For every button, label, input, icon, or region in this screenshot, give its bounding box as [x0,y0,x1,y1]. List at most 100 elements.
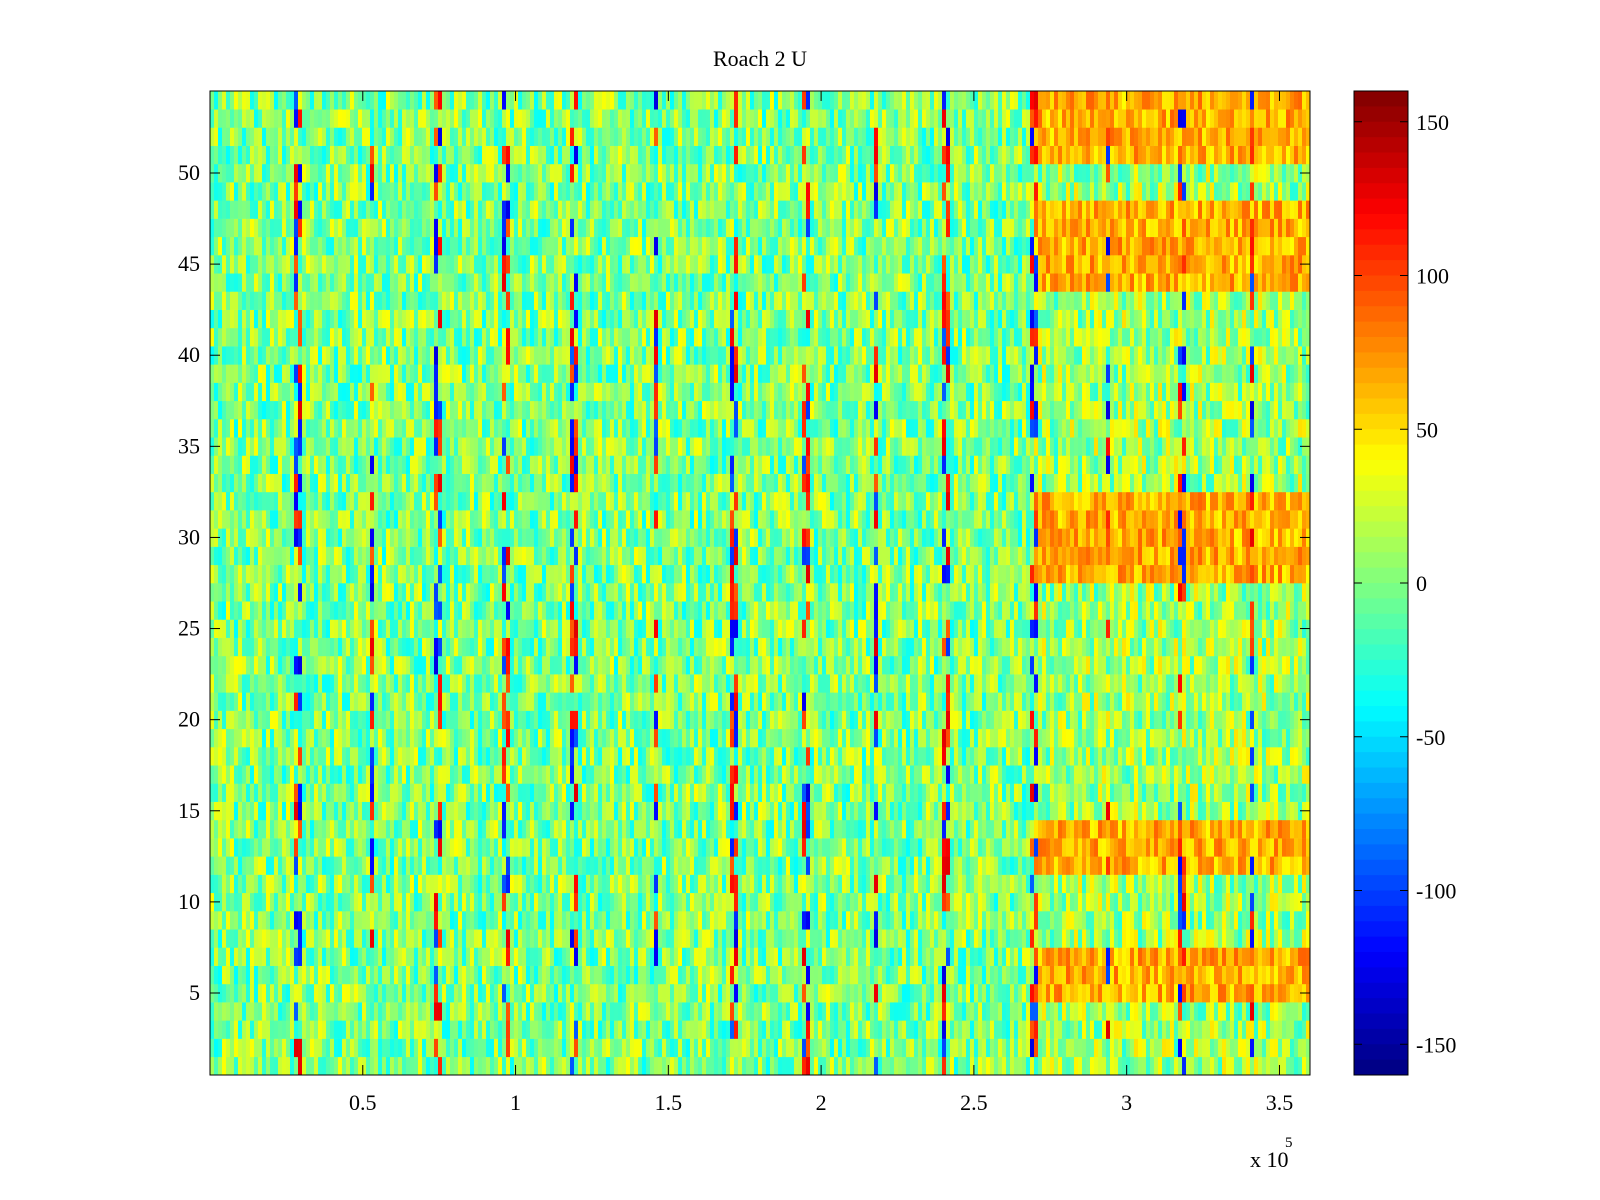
heatmap-cell [246,929,251,948]
heatmap-cell [714,983,719,1003]
heatmap-cell [1018,874,1023,894]
heatmap-cell [1002,947,1007,966]
heatmap-cell [466,801,471,821]
heatmap-cell [454,819,459,839]
heatmap-cell [878,765,883,784]
heatmap-cell [274,1038,279,1058]
heatmap-cell [302,838,307,857]
heatmap-cell [402,1002,407,1021]
heatmap-cell [1158,801,1163,821]
heatmap-cell [1114,874,1119,894]
heatmap-cell [626,747,631,766]
heatmap-cell [790,747,795,766]
heatmap-cell [306,929,311,948]
heatmap-cell [518,965,523,985]
heatmap-cell [350,1056,355,1076]
heatmap-cell [538,765,543,784]
heatmap-cell [606,892,611,912]
heatmap-cell [386,856,391,875]
heatmap-cell [1066,765,1071,784]
heatmap-cell [1086,747,1091,766]
heatmap-cell [870,1020,875,1039]
heatmap-cell [562,947,567,966]
heatmap-cell [842,856,847,875]
heatmap-cell [646,783,651,802]
heatmap-cell [850,874,855,894]
heatmap-cell [922,1056,927,1076]
heatmap-cell [1078,1056,1083,1076]
heatmap-cell [418,819,423,839]
heatmap-cell [1090,838,1095,857]
heatmap-cell [1294,874,1299,894]
heatmap-cell [806,983,811,1003]
heatmap-cell [486,947,491,966]
heatmap-cell [778,765,783,784]
heatmap-cell [450,965,455,985]
heatmap-cell [690,874,695,894]
heatmap-cell [1214,892,1219,912]
heatmap-cell [1102,874,1107,894]
heatmap-cell [670,929,675,948]
heatmap-cell [1182,747,1187,766]
heatmap-cell [822,801,827,821]
heatmap-cell [534,1038,539,1058]
heatmap-cell [478,983,483,1003]
heatmap-cell [1262,1002,1267,1021]
heatmap-cell [242,947,247,966]
heatmap-cell [498,819,503,839]
heatmap-cell [558,1056,563,1076]
heatmap-cell [210,911,215,930]
heatmap-cell [402,1056,407,1076]
heatmap-cell [506,892,511,912]
heatmap-cell [942,929,947,948]
heatmap-cell [702,1020,707,1039]
heatmap-cell [454,1056,459,1076]
heatmap-cell [590,747,595,766]
heatmap-cell [922,947,927,966]
heatmap-cell [642,747,647,766]
heatmap-cell [798,892,803,912]
heatmap-cell [946,874,951,894]
heatmap-cell [1038,1020,1043,1039]
heatmap-cell [282,801,287,821]
heatmap-cell [434,856,439,875]
heatmap-cell [794,783,799,802]
heatmap-cell [890,983,895,1003]
heatmap-cell [378,1056,383,1076]
heatmap-cell [910,892,915,912]
heatmap-cell [1054,983,1059,1003]
heatmap-cell [418,892,423,912]
heatmap-cell [630,783,635,802]
heatmap-cell [1202,765,1207,784]
heatmap-cell [1074,1038,1079,1058]
heatmap-cell [838,1020,843,1039]
heatmap-cell [934,965,939,985]
heatmap-cell [1274,983,1279,1003]
heatmap-cell [362,856,367,875]
heatmap-cell [258,1038,263,1058]
heatmap-cell [818,783,823,802]
heatmap-cell [1286,947,1291,966]
heatmap-cell [1218,838,1223,857]
heatmap-cell [842,1038,847,1058]
heatmap-cell [1222,765,1227,784]
heatmap-cell [254,1038,259,1058]
heatmap-cell [750,965,755,985]
heatmap-cell [790,1002,795,1021]
heatmap-cell [1010,838,1015,857]
heatmap-cell [410,947,415,966]
heatmap-cell [494,838,499,857]
heatmap-cell [1174,892,1179,912]
heatmap-cell [1214,965,1219,985]
heatmap-cell [450,1038,455,1058]
heatmap-cell [706,929,711,948]
heatmap-cell [954,965,959,985]
heatmap-cell [870,838,875,857]
heatmap-cell [1230,765,1235,784]
heatmap-cell [1098,856,1103,875]
heatmap-cell [1154,947,1159,966]
heatmap-cell [798,1020,803,1039]
heatmap-cell [558,911,563,930]
heatmap-cell [438,911,443,930]
heatmap-cell [1038,929,1043,948]
